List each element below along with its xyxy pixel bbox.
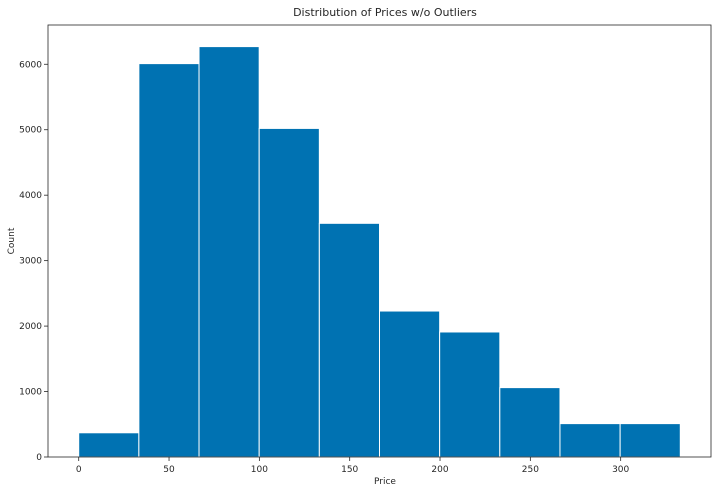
x-axis-label: Price [374,477,396,487]
y-tick-label: 6000 [19,60,42,70]
y-tick-label: 5000 [19,126,42,136]
x-tick-label: 100 [251,465,268,475]
x-tick-label: 300 [612,465,629,475]
histogram-bar [198,46,260,458]
y-tick-label: 2000 [19,322,42,332]
x-tick-label: 50 [163,465,175,475]
x-tick-label: 250 [522,465,539,475]
y-tick-label: 1000 [19,388,42,398]
x-tick-label: 0 [76,465,82,475]
x-tick-label: 200 [431,465,448,475]
x-tick-label: 150 [341,465,358,475]
histogram-bar [258,127,320,458]
y-tick-label: 0 [36,453,42,463]
y-tick-label: 4000 [19,191,42,201]
y-tick-label: 3000 [19,257,42,267]
bars-group [78,46,681,458]
y-axis-label: Count [7,227,17,254]
histogram-bar [619,423,681,458]
histogram-bar [318,222,380,458]
histogram-bar [379,310,441,458]
histogram-bar [78,432,140,458]
y-axis-ticks: 0 1000 2000 3000 4000 5000 6000 [19,60,48,463]
histogram-bar [138,63,200,458]
histogram-bar [499,387,561,458]
x-axis-ticks: 0 50 100 150 200 250 300 [76,457,630,475]
histogram-bar [439,331,501,458]
histogram-bar [559,423,621,458]
chart-title: Distribution of Prices w/o Outliers [293,6,477,19]
plot-frame [47,24,712,458]
